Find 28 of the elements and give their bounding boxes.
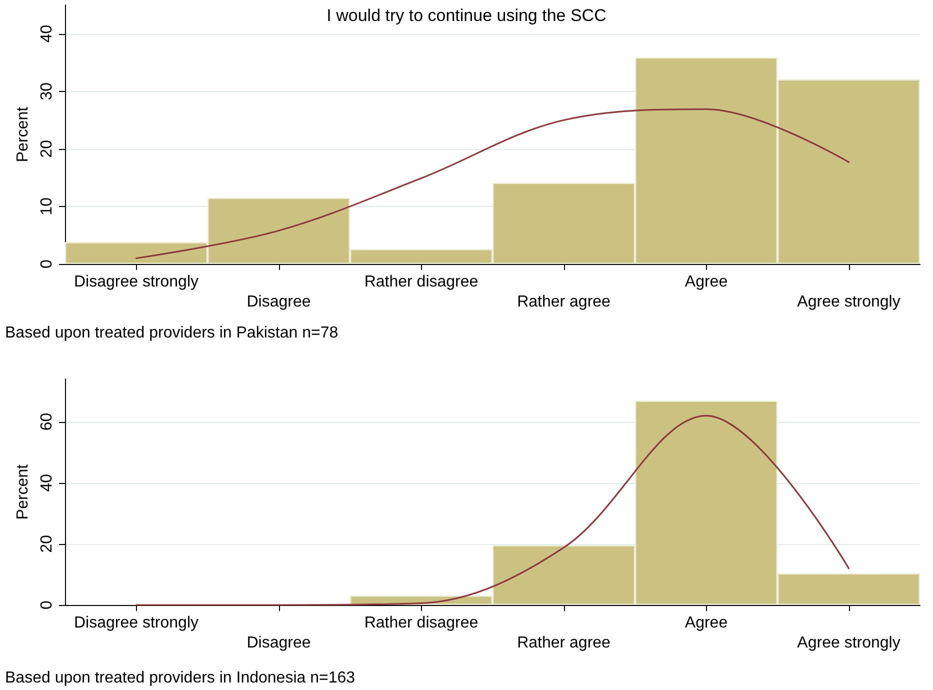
x-tick-label: Rather agree [517,294,611,310]
x-tick-label: Disagree [246,294,311,310]
x-tick-label: Agree [684,614,728,632]
line-series [135,108,850,260]
x-tick-label: Rather disagree [364,274,478,290]
x-tick-label: Agree strongly [797,294,900,310]
x-tick-label: Rather agree [517,634,611,652]
text: Based upon treated providers in Pakistan n=78 [5,324,338,342]
chart-title: I would try to continue using the SCC [326,6,606,25]
x-tick-label: Disagree strongly [74,614,198,632]
y-tick-label: 20 [38,140,56,158]
y-tick-label: 40 [38,24,56,43]
y-tick-label: 10 [38,197,56,216]
x-tick-label: Rather disagree [364,614,478,632]
y-tick-label: 30 [38,82,56,100]
y-axis-title: Percent [14,106,32,162]
x-tick-label: Disagree [246,634,311,652]
y-tick-label: 0 [38,259,56,268]
x-tick-label: Disagree strongly [74,274,198,290]
x-tick-label: Agree strongly [797,634,900,652]
y-tick-label: 20 [38,534,56,553]
y-tick-label: 40 [38,474,56,492]
y-axis-title: Percent [14,464,32,520]
text: Based upon treated providers in Indonesia n=163 [5,670,356,686]
y-tick-label: 0 [38,600,56,610]
y-tick-label: 60 [38,412,56,431]
x-tick-label: Agree [684,274,728,290]
line-series [135,414,850,606]
